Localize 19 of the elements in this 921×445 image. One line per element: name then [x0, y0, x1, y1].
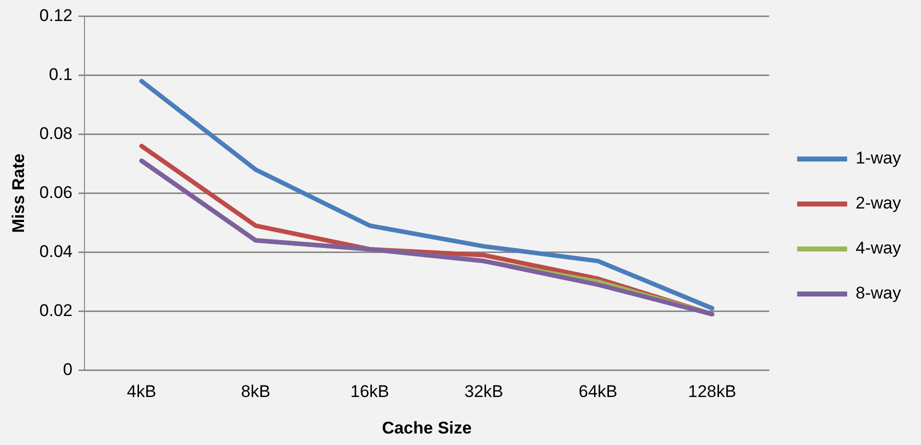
x-tick-label: 8kB	[241, 382, 270, 402]
y-tick-label: 0.12	[39, 6, 72, 25]
legend-label: 1-way	[856, 148, 902, 168]
x-tick-label: 128kB	[688, 382, 736, 402]
x-tick-label: 32kB	[464, 382, 504, 402]
y-tick-label: 0.08	[39, 124, 72, 143]
legend-label: 2-way	[856, 194, 902, 213]
legend-label: 8-way	[856, 284, 902, 303]
y-axis-title: Miss Rate	[8, 154, 28, 233]
y-tick-label: 0.1	[48, 64, 72, 84]
x-tick-label: 64kB	[578, 382, 618, 402]
y-tick-label: 0	[63, 360, 72, 379]
y-tick-label: 0.06	[39, 182, 72, 202]
x-tick-label: 4kB	[126, 382, 156, 402]
y-tick-label: 0.04	[39, 242, 72, 261]
x-axis-title: Cache Size	[382, 418, 472, 438]
legend-label: 4-way	[856, 238, 902, 258]
y-tick-label: 0.02	[39, 300, 72, 320]
x-tick-label: 16kB	[350, 382, 390, 402]
